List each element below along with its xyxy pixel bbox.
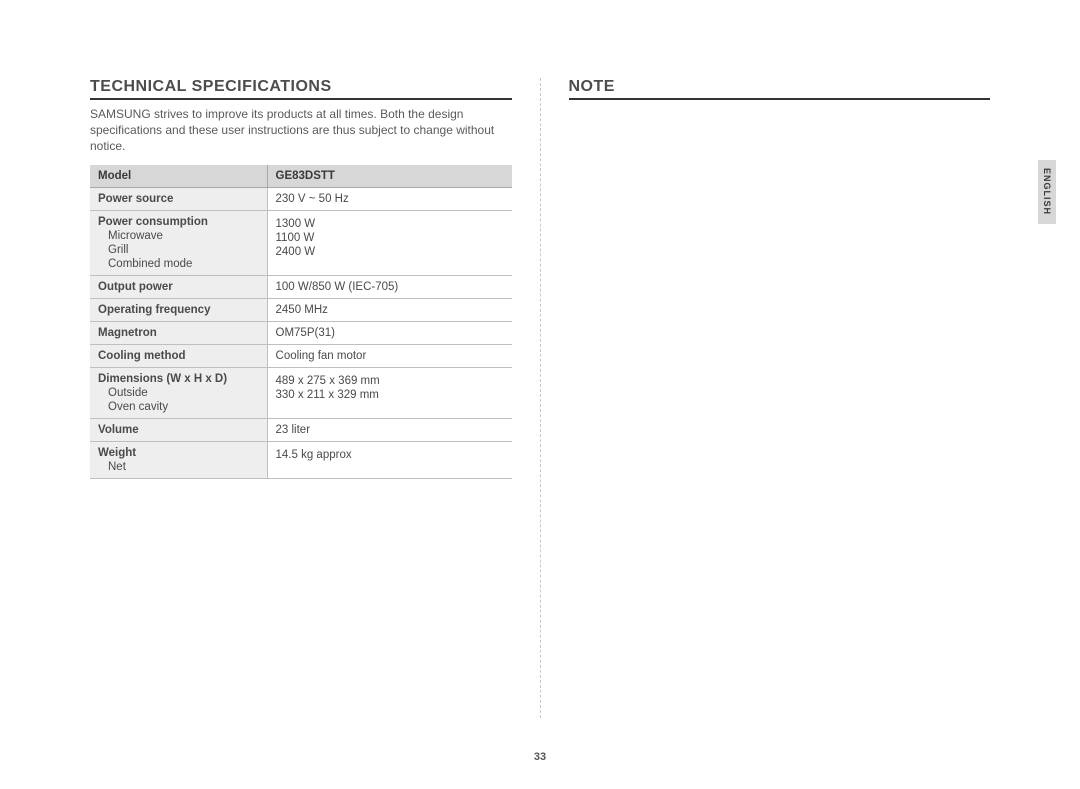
table-row: Volume23 liter bbox=[90, 418, 512, 441]
spec-heading: TECHNICAL SPECIFICATIONS bbox=[90, 78, 512, 96]
row-label: Dimensions (W x H x D)OutsideOven cavity bbox=[90, 367, 267, 418]
row-subvalue: 1300 W bbox=[276, 218, 504, 230]
table-row: Cooling methodCooling fan motor bbox=[90, 344, 512, 367]
spec-intro-text: SAMSUNG strives to improve its products … bbox=[90, 106, 512, 155]
language-tab: ENGLISH bbox=[1038, 160, 1056, 224]
row-value: 489 x 275 x 369 mm 330 x 211 x 329 mm bbox=[267, 367, 511, 418]
row-label: WeightNet bbox=[90, 441, 267, 478]
table-row: Operating frequency2450 MHz bbox=[90, 298, 512, 321]
row-subvalue: 1100 W bbox=[276, 232, 504, 244]
row-value: 100 W/850 W (IEC-705) bbox=[267, 275, 511, 298]
table-row: MagnetronOM75P(31) bbox=[90, 321, 512, 344]
heading-rule bbox=[90, 98, 512, 100]
heading-rule bbox=[569, 98, 991, 100]
table-header-row: Model GE83DSTT bbox=[90, 165, 512, 188]
table-row: Power source230 V ~ 50 Hz bbox=[90, 187, 512, 210]
table-row: Output power100 W/850 W (IEC-705) bbox=[90, 275, 512, 298]
table-row: WeightNet 14.5 kg approx bbox=[90, 441, 512, 478]
table-header-value: GE83DSTT bbox=[267, 165, 511, 188]
two-column-layout: TECHNICAL SPECIFICATIONS SAMSUNG strives… bbox=[90, 78, 990, 718]
table-row: Power consumptionMicrowaveGrillCombined … bbox=[90, 210, 512, 275]
row-sublabel: Grill bbox=[98, 244, 259, 256]
row-subvalue: 14.5 kg approx bbox=[276, 449, 504, 461]
row-subvalue: 330 x 211 x 329 mm bbox=[276, 389, 504, 401]
row-value: 230 V ~ 50 Hz bbox=[267, 187, 511, 210]
table-row: Dimensions (W x H x D)OutsideOven cavity… bbox=[90, 367, 512, 418]
row-value: Cooling fan motor bbox=[267, 344, 511, 367]
row-value: 14.5 kg approx bbox=[267, 441, 511, 478]
left-column: TECHNICAL SPECIFICATIONS SAMSUNG strives… bbox=[90, 78, 512, 718]
row-sublabel: Oven cavity bbox=[98, 401, 259, 413]
row-value: 23 liter bbox=[267, 418, 511, 441]
row-label: Operating frequency bbox=[90, 298, 267, 321]
note-heading: NOTE bbox=[569, 78, 991, 96]
spec-table: Model GE83DSTT Power source230 V ~ 50 Hz… bbox=[90, 165, 512, 479]
row-value: OM75P(31) bbox=[267, 321, 511, 344]
row-sublabel: Combined mode bbox=[98, 258, 259, 270]
row-label: Volume bbox=[90, 418, 267, 441]
right-column: NOTE bbox=[569, 78, 991, 718]
row-label: Power consumptionMicrowaveGrillCombined … bbox=[90, 210, 267, 275]
row-label: Power source bbox=[90, 187, 267, 210]
row-sublabel: Net bbox=[98, 461, 259, 473]
page-number: 33 bbox=[0, 751, 1080, 763]
manual-page: TECHNICAL SPECIFICATIONS SAMSUNG strives… bbox=[0, 0, 1080, 789]
row-subvalue: 489 x 275 x 369 mm bbox=[276, 375, 504, 387]
table-header-label: Model bbox=[90, 165, 267, 188]
row-sublabel: Microwave bbox=[98, 230, 259, 242]
row-label: Cooling method bbox=[90, 344, 267, 367]
row-sublabel: Outside bbox=[98, 387, 259, 399]
row-value: 2450 MHz bbox=[267, 298, 511, 321]
row-label: Magnetron bbox=[90, 321, 267, 344]
row-label: Output power bbox=[90, 275, 267, 298]
row-value: 1300 W 1100 W 2400 W bbox=[267, 210, 511, 275]
row-subvalue: 2400 W bbox=[276, 246, 504, 258]
column-divider bbox=[540, 78, 541, 718]
